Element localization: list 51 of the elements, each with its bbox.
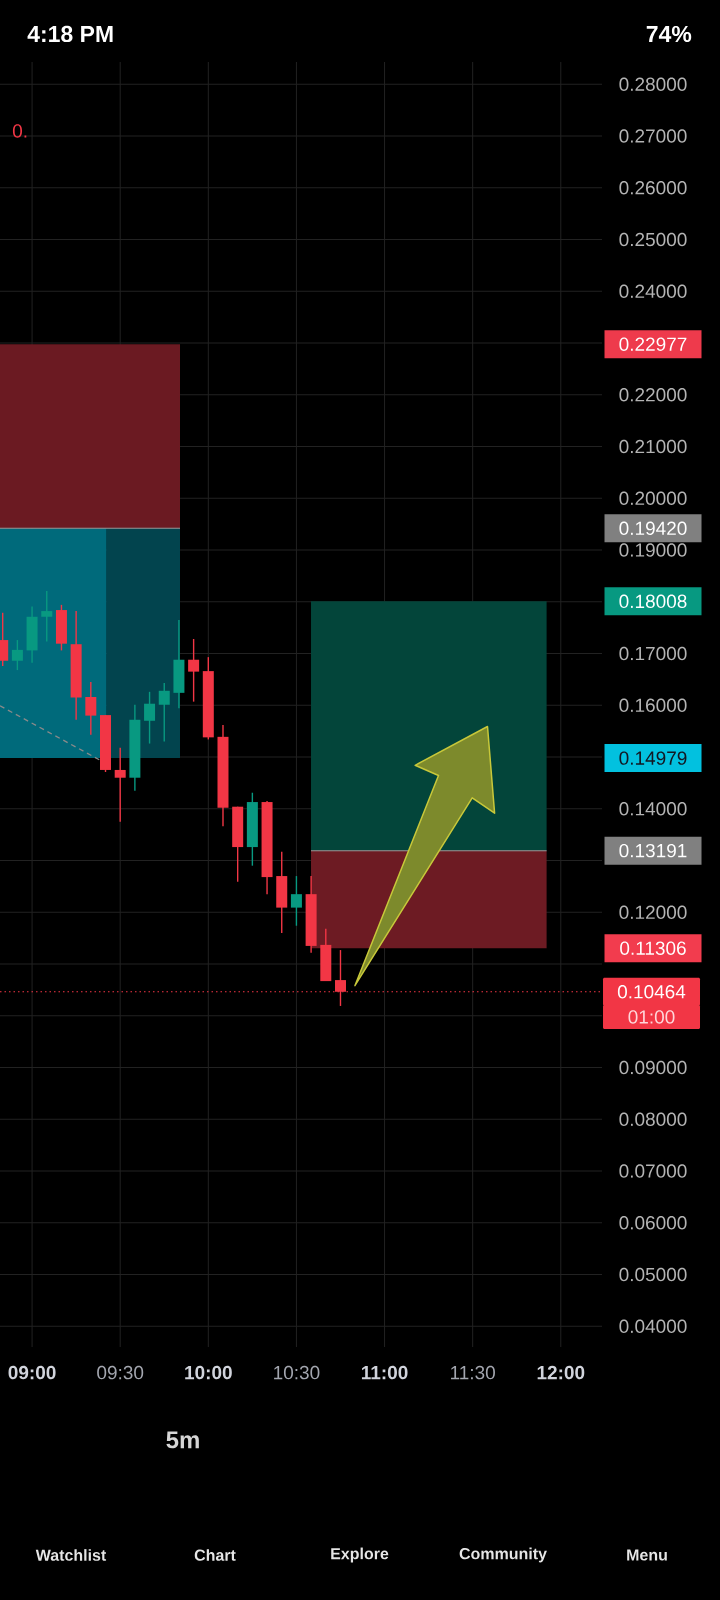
y-tick-label: 0.17000 (619, 646, 687, 661)
y-tick-label: 0.06000 (619, 1216, 687, 1230)
y-tick-label: 0.28000 (619, 77, 687, 91)
y-tick-label: 0.09000 (619, 1060, 687, 1075)
annotation: 0. (12, 124, 27, 138)
y-tick-label: 0.24000 (619, 284, 687, 298)
y-tick-label: 0.05000 (619, 1267, 687, 1282)
x-tick-label: 12:00 (537, 1365, 585, 1380)
candlestick (11, 639, 23, 671)
candlestick (144, 691, 156, 745)
y-tick-label: 0.21000 (619, 439, 687, 454)
candlestick (41, 590, 53, 643)
text: Watchlist (35, 1549, 107, 1561)
y-tick-label: 0.13191 (619, 843, 687, 858)
x-tick-label: 10:00 (185, 1365, 232, 1380)
y-tick-label: 0.18008 (619, 594, 687, 609)
candlestick (290, 875, 302, 927)
candlestick (85, 681, 97, 736)
y-tick-label: 0.14000 (619, 802, 687, 816)
y-tick-label: 0.22000 (619, 388, 687, 402)
y-tick-label: 0.11306 (620, 941, 686, 955)
y-tick-label: 0.07000 (619, 1164, 687, 1178)
y-tick-label: 0.26000 (619, 181, 687, 195)
text: Community (459, 1547, 547, 1563)
text: Explore (331, 1547, 389, 1563)
y-tick-label: 0.04000 (619, 1319, 687, 1334)
y-tick-label: 0.14979 (619, 751, 687, 765)
text: 01:00 (628, 1010, 675, 1024)
y-tick-label: 0.25000 (619, 232, 687, 247)
x-tick-label: 09:30 (97, 1365, 144, 1380)
y-tick-label: 0.12000 (619, 905, 687, 920)
x-tick-label: 11:30 (451, 1365, 495, 1380)
x-tick-label: 10:30 (274, 1365, 320, 1380)
ref-line-label: 0.10464 (617, 985, 686, 999)
text: Menu (627, 1549, 667, 1561)
x-tick-label: 09:00 (8, 1365, 56, 1380)
y-tick-label: 0.19000 (619, 543, 687, 557)
text: 5m (166, 1431, 199, 1449)
text: 4:18 PM (27, 25, 113, 43)
y-tick-label: 0.20000 (619, 491, 687, 505)
y-tick-label: 0.08000 (619, 1112, 687, 1127)
candlestick (114, 747, 126, 823)
y-tick-label: 0.19420 (619, 521, 687, 535)
y-tick-label: 0.16000 (619, 698, 687, 712)
y-tick-label: 0.27000 (619, 129, 687, 143)
candlestick (158, 682, 170, 743)
text: Chart (194, 1549, 236, 1561)
y-tick-label: 0.22977 (619, 337, 687, 351)
x-tick-label: 11:00 (361, 1365, 408, 1380)
text: 74% (646, 25, 692, 43)
candlestick (188, 638, 200, 703)
